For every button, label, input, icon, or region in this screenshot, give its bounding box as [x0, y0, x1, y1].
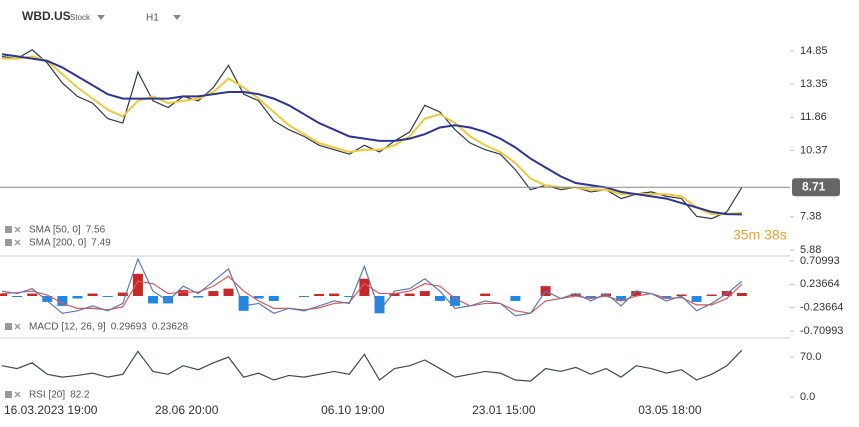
legend-text: 0.29693 [111, 322, 148, 333]
histogram-bar [676, 294, 687, 297]
series-line [1, 349, 743, 382]
legend-icon [5, 239, 12, 246]
y-tick-label: 13.35 [800, 78, 828, 90]
y-tick-label: 0.70993 [800, 255, 840, 267]
y-tick-label: 70.0 [800, 351, 821, 363]
series-line [1, 53, 742, 216]
histogram-bar [132, 273, 143, 297]
y-tick-label: -0.23664 [800, 302, 843, 314]
legend-text: SMA [50, 0] [29, 225, 81, 236]
histogram-bar [57, 296, 68, 306]
x-tick-label: 03.05 18:00 [638, 403, 702, 417]
histogram-bar [359, 278, 370, 297]
y-tick-label: 0.0 [800, 391, 815, 403]
y-tick-label: -0.70993 [800, 325, 843, 337]
histogram-bar [450, 296, 460, 306]
legend-close [14, 239, 21, 246]
x-tick-label: 23.01 15:00 [472, 403, 536, 417]
histogram-bar [223, 288, 234, 297]
histogram-bar [419, 291, 430, 297]
histogram-bar [510, 296, 521, 301]
interval[interactable]: H1 [146, 13, 159, 24]
histogram-bar [102, 296, 113, 297]
dropdown[interactable] [173, 15, 181, 20]
current-price: 8.71 [802, 179, 826, 193]
legend-close [14, 391, 21, 398]
histogram-bar [27, 293, 38, 297]
histogram-bar [0, 293, 7, 297]
histogram-bar [87, 293, 98, 297]
y-tick-label: 7.38 [800, 211, 821, 223]
y-tick-label: 10.37 [800, 144, 828, 156]
x-tick-label: 16.03.2023 19:00 [4, 403, 98, 417]
dropdown[interactable] [97, 15, 105, 20]
legend-close [14, 323, 21, 330]
histogram-bar [12, 296, 23, 297]
symbol-kind: Stock [70, 13, 91, 22]
legend-icon [5, 226, 12, 233]
histogram-bar [736, 293, 747, 297]
histogram-bar [42, 296, 53, 302]
histogram-bar [193, 296, 204, 298]
symbol: WBD.US [22, 9, 71, 23]
histogram-bar [434, 296, 445, 301]
histogram-bar [661, 296, 672, 299]
legend-icon [5, 323, 12, 330]
histogram-bar [329, 293, 340, 297]
x-tick-label: 06.10 19:00 [321, 403, 385, 417]
legend-text: SMA [200, 0] [29, 238, 86, 249]
histogram-bar [299, 296, 309, 297]
histogram-bar [268, 296, 279, 301]
histogram-bar [163, 296, 174, 304]
legend-close [14, 226, 21, 233]
histogram-bar [374, 296, 385, 314]
legend-text: 0.23628 [152, 322, 189, 333]
series-line [2, 55, 742, 216]
histogram-bar [480, 293, 491, 297]
histogram-bar [178, 290, 189, 297]
histogram-bar [585, 296, 596, 299]
histogram-bar [72, 296, 83, 299]
histogram-bar [706, 294, 717, 297]
price-badge [792, 178, 840, 197]
legend-text: 82.2 [70, 390, 90, 401]
histogram-bar [631, 291, 642, 297]
histogram-bar [148, 296, 158, 304]
histogram-bar [344, 296, 355, 297]
histogram-bar [601, 293, 611, 297]
legend-text: MACD [12, 26, 9] [29, 322, 106, 333]
histogram-bar [404, 293, 415, 297]
x-tick-label: 28.06 20:00 [155, 403, 219, 417]
histogram-bar [389, 293, 400, 297]
legend-text: RSI [20] [29, 390, 65, 401]
countdown: 35m 38s [733, 227, 787, 243]
y-tick-label: 11.86 [800, 111, 827, 123]
histogram-bar [253, 296, 264, 299]
y-tick-label: 14.85 [800, 45, 828, 57]
histogram-bar [238, 296, 249, 311]
histogram-bar [208, 291, 219, 297]
histogram-bar [691, 296, 702, 302]
legend-text: 7.49 [91, 238, 111, 249]
legend-text: 7.56 [86, 225, 106, 236]
legend-icon [5, 391, 12, 398]
histogram-bar [314, 294, 325, 297]
series-line [1, 257, 743, 317]
histogram-bar [616, 296, 627, 301]
histogram-bar [570, 293, 581, 297]
histogram-bar [117, 292, 128, 297]
y-tick-label: 5.88 [800, 244, 821, 256]
y-tick-label: 0.23664 [800, 278, 840, 290]
